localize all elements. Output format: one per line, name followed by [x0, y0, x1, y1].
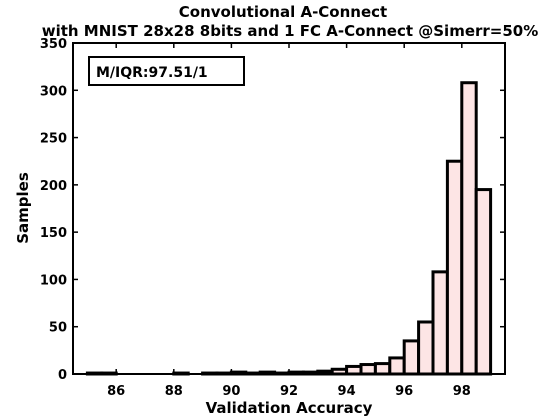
x-tick-label: 90: [222, 384, 240, 399]
y-axis-label: Samples: [14, 172, 32, 244]
histogram-bar: [417, 320, 435, 376]
y-tick-label: 50: [49, 321, 67, 336]
histogram-bar: [359, 363, 377, 376]
y-tick-label: 350: [40, 37, 67, 52]
histogram-bar: [345, 364, 363, 376]
y-tick-label: 300: [40, 84, 67, 99]
y-tick-label: 150: [40, 226, 67, 241]
y-tick-label: 200: [40, 179, 67, 194]
chart-title-line1: Convolutional A-Connect: [179, 3, 387, 21]
histogram-bar: [373, 362, 392, 376]
x-tick-label: 92: [280, 384, 298, 399]
chart-title-line2: with MNIST 28x28 8bits and 1 FC A-Connec…: [42, 22, 539, 40]
x-tick-label: 98: [453, 384, 471, 399]
y-tick-label: 100: [40, 273, 67, 288]
histogram-bar: [445, 159, 464, 376]
x-tick-label: 96: [395, 384, 413, 399]
histogram-bar: [460, 81, 478, 376]
y-tick-label: 250: [40, 132, 67, 147]
annotation-text: M/IQR:97.51/1: [96, 65, 208, 81]
bars-group: [85, 81, 493, 376]
histogram-bar: [402, 339, 421, 376]
y-tick-label: 0: [58, 368, 67, 383]
x-tick-label: 88: [165, 384, 183, 399]
histogram-bar: [388, 356, 406, 376]
annotation-frame: [88, 56, 245, 86]
x-tick-label: 94: [338, 384, 356, 399]
plot-frame: [72, 42, 506, 375]
x-tick-label: 86: [107, 384, 125, 399]
histogram-bar: [474, 188, 493, 376]
x-axis-label: Validation Accuracy: [206, 399, 373, 417]
histogram-bar: [431, 270, 449, 376]
annotation-box: M/IQR:97.51/1: [88, 56, 245, 86]
